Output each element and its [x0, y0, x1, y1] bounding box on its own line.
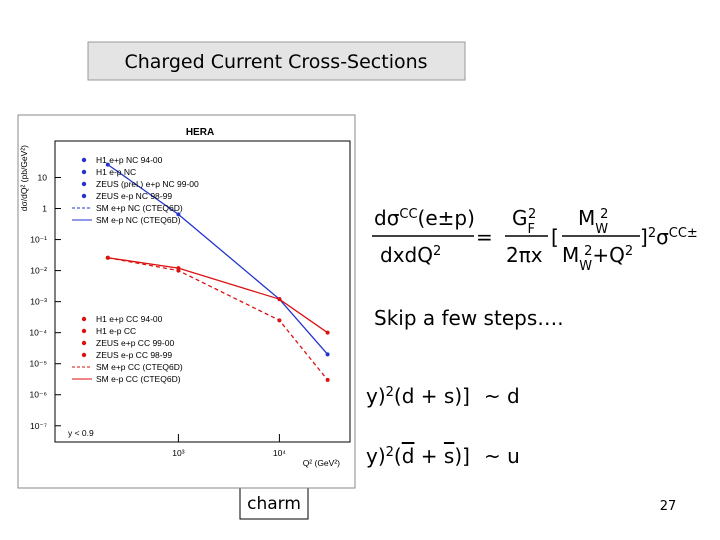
- legend-entry: H1 e-p NC: [96, 167, 136, 177]
- legend-entry: ZEUS e+p CC 99-00: [96, 338, 174, 348]
- plot: HERA y < 0.9 Q² (GeV²) dσ/dQ² (pb/GeV²) 10 1 1…: [19, 127, 351, 468]
- data-point: [277, 297, 282, 302]
- data-point: [105, 255, 110, 260]
- annotation: y < 0.9: [68, 428, 94, 438]
- t: s: [444, 444, 454, 468]
- frac-top: MW2: [578, 206, 608, 237]
- t: dσ: [374, 206, 400, 230]
- page-number: 27: [660, 499, 677, 514]
- y-tick-label: 10: [38, 172, 48, 182]
- y-tick-label: 10⁻⁶: [30, 390, 47, 400]
- line-1: y)2(d + s)] ~ d: [366, 384, 520, 408]
- legend-entry: SM e+p NC (CTEQ6D): [96, 203, 183, 213]
- t: W: [595, 222, 608, 237]
- t: F: [528, 222, 535, 237]
- t: 2: [648, 226, 656, 241]
- t: 2: [386, 385, 394, 400]
- legend-marker: [81, 340, 87, 346]
- line-2: y)2(d + s)] ~ u: [366, 444, 520, 468]
- y-tick-label: 10⁻⁴: [29, 328, 47, 338]
- t: 2: [625, 244, 633, 259]
- legend-entry: H1 e+p CC 94-00: [96, 314, 163, 324]
- y-tick-label: 10⁻²: [30, 266, 47, 276]
- x-tick-label: 10³: [172, 448, 184, 458]
- t: d: [402, 444, 415, 468]
- t: 2: [600, 207, 608, 222]
- bracket: [: [551, 225, 559, 249]
- t: )]: [454, 444, 470, 468]
- t: ~ u: [484, 444, 520, 468]
- t: ]: [640, 225, 648, 249]
- t: (: [394, 444, 402, 468]
- legend-entry: H1 e-p CC: [96, 326, 136, 336]
- t: 2: [528, 207, 536, 222]
- x-label: Q² (GeV²): [303, 458, 340, 468]
- y-tick-label: 1: [42, 204, 47, 214]
- legend-entry: ZEUS e-p NC 98-99: [96, 191, 172, 201]
- data-point: [176, 212, 181, 217]
- formula-lhs-top: dσCC(e±p): [374, 206, 475, 230]
- x-tick-label: 10⁴: [273, 448, 286, 458]
- legend-entry: SM e-p NC (CTEQ6D): [96, 215, 181, 225]
- legend-entry: H1 e+p NC 94-00: [96, 155, 163, 165]
- bracket: ]2σCC±: [640, 225, 698, 249]
- formula-lhs-bottom: dxdQ2: [380, 243, 441, 267]
- y-tick-label: 10⁻¹: [30, 235, 47, 245]
- data-point: [277, 318, 282, 323]
- t: 2: [433, 244, 441, 259]
- legend-entry: SM e+p CC (CTEQ6D): [96, 362, 183, 372]
- data-point: [325, 377, 330, 382]
- t: G: [512, 206, 528, 230]
- t: CC: [399, 207, 417, 222]
- t: +: [414, 444, 443, 468]
- legend-marker: [81, 328, 87, 334]
- series-line: [107, 164, 329, 355]
- label-text: charm: [247, 494, 301, 514]
- y-label: dσ/dQ² (pb/GeV²): [19, 145, 29, 211]
- t: ~ d: [484, 384, 520, 408]
- t: M: [578, 206, 595, 230]
- figure: [17, 114, 356, 489]
- legend-marker: [81, 352, 87, 358]
- data-point: [176, 268, 181, 273]
- y-tick-label: 10⁻³: [30, 297, 47, 307]
- t: y): [366, 444, 386, 468]
- t: (d + s)]: [394, 384, 470, 408]
- y-tick-label: 10⁻⁵: [30, 359, 47, 369]
- legend-entry: ZEUS (prel.) e+p NC 99-00: [96, 179, 199, 189]
- t: y): [366, 384, 386, 408]
- data-point: [325, 352, 330, 357]
- t: σ: [656, 225, 669, 249]
- t: W: [579, 259, 592, 274]
- title-box: [87, 41, 466, 81]
- legend-marker: [81, 316, 87, 322]
- equals: =: [476, 225, 493, 249]
- slide-title: Charged Current Cross-Sections: [124, 51, 427, 73]
- t: +Q: [592, 243, 625, 267]
- series-line: [107, 257, 329, 381]
- legend-marker: [81, 169, 87, 175]
- legend-marker: [81, 157, 87, 163]
- plot-frame: [54, 140, 351, 443]
- data-point: [325, 330, 330, 335]
- y-tick-label: 10⁻⁷: [30, 421, 47, 431]
- t: (e±p): [418, 206, 475, 230]
- t: 2: [584, 244, 592, 259]
- t: 2: [386, 445, 394, 460]
- legend-marker: [81, 181, 87, 187]
- legend-entry: ZEUS e-p CC 98-99: [96, 350, 172, 360]
- coef-bottom: 2πx: [506, 243, 543, 267]
- t: M: [562, 243, 579, 267]
- t: dxdQ: [380, 243, 433, 267]
- note: Skip a few steps….: [374, 306, 564, 330]
- data-point: [105, 162, 110, 167]
- frac-bottom: MW2+Q2: [562, 243, 633, 274]
- legend-marker: [81, 193, 87, 199]
- series-line: [107, 257, 328, 334]
- coef-top: GF2: [512, 206, 536, 237]
- legend-entry: SM e-p CC (CTEQ6D): [96, 374, 181, 384]
- t: CC±: [669, 226, 698, 241]
- plot-title: HERA: [186, 127, 214, 138]
